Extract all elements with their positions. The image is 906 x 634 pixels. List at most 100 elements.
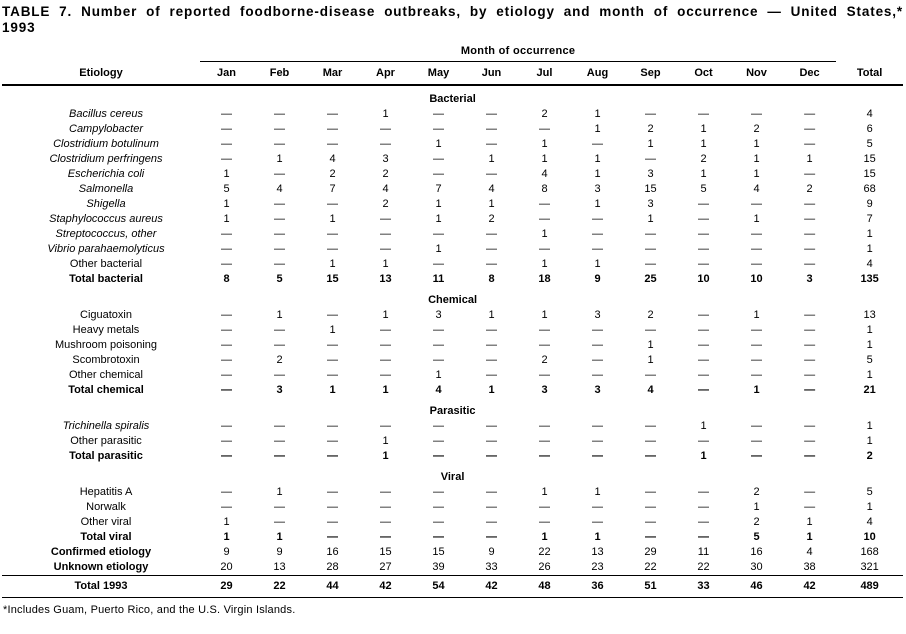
cell-total: 7 bbox=[866, 213, 873, 225]
cell-oct: — bbox=[698, 516, 709, 528]
cell-jun: 1 bbox=[488, 198, 495, 210]
cell-oct: — bbox=[698, 309, 709, 321]
cell-mar: — bbox=[327, 531, 338, 543]
cell-may: 15 bbox=[432, 546, 445, 558]
section-total-row: Total chemical — 3 1 1 4 1 3 3 4 — 1 — 21 bbox=[2, 383, 903, 398]
cell-aug: — bbox=[592, 324, 603, 336]
cell-jun: 9 bbox=[488, 546, 495, 558]
cell-jun: — bbox=[486, 369, 497, 381]
cell-sep: — bbox=[645, 228, 656, 240]
table-row: Other chemical — — — — 1 — — — — — — — 1 bbox=[2, 368, 903, 383]
cell-nov: 1 bbox=[753, 501, 760, 513]
row-label: Scombrotoxin bbox=[72, 354, 140, 366]
cell-feb: 9 bbox=[276, 546, 283, 558]
cell-jun: — bbox=[486, 123, 497, 135]
cell-oct: 1 bbox=[700, 420, 707, 432]
cell-aug: — bbox=[592, 339, 603, 351]
table-row: Hepatitis A — 1 — — — — 1 1 — — 2 — 5 bbox=[2, 485, 903, 500]
cell-oct: — bbox=[698, 339, 709, 351]
section-total-row: Total parasitic — — — 1 — — — — — 1 — — 2 bbox=[2, 449, 903, 464]
cell-dec: — bbox=[804, 354, 816, 366]
section-label: Parasitic bbox=[429, 405, 476, 417]
cell-mar: 1 bbox=[329, 384, 336, 396]
cell-nov: — bbox=[751, 435, 762, 447]
cell-aug: 36 bbox=[571, 575, 624, 598]
cell-aug: — bbox=[592, 369, 603, 381]
cell-jul: 2 bbox=[541, 354, 548, 366]
cell-sep: — bbox=[645, 450, 656, 462]
cell-mar: 28 bbox=[326, 561, 339, 573]
cell-oct: — bbox=[698, 531, 709, 543]
cell-oct: 11 bbox=[697, 546, 710, 558]
section-label: Viral bbox=[440, 471, 465, 483]
row-label: Total 1993 bbox=[2, 575, 200, 598]
cell-apr: 15 bbox=[379, 546, 392, 558]
cell-sep: 25 bbox=[644, 273, 657, 285]
month-column-header-jul: Jul bbox=[518, 61, 571, 86]
cell-mar: 1 bbox=[329, 213, 336, 225]
cell-mar: — bbox=[327, 123, 338, 135]
cell-dec: 42 bbox=[783, 575, 837, 598]
row-label: Hepatitis A bbox=[79, 486, 133, 498]
table-row: Clostridium perfringens — 1 4 3 — 1 1 1 — 2 1 1 15 bbox=[2, 152, 903, 167]
cell-apr: — bbox=[380, 339, 391, 351]
cell-jun: — bbox=[486, 435, 497, 447]
cell-nov: — bbox=[751, 228, 762, 240]
cell-jul: 2 bbox=[541, 108, 548, 120]
cell-dec: — bbox=[804, 501, 816, 513]
cell-may: 54 bbox=[412, 575, 465, 598]
cell-dec: — bbox=[804, 324, 816, 336]
cell-dec: — bbox=[804, 450, 816, 462]
cell-jun: 1 bbox=[488, 384, 495, 396]
total-column-header: Total bbox=[836, 61, 904, 86]
cell-sep: 2 bbox=[647, 309, 654, 321]
month-column-header-jan: Jan bbox=[200, 61, 253, 86]
cell-mar: — bbox=[327, 420, 338, 432]
cell-jun: — bbox=[486, 258, 497, 270]
cell-may: — bbox=[433, 153, 444, 165]
cell-jul: 1 bbox=[541, 309, 548, 321]
cell-jan: — bbox=[221, 108, 232, 120]
row-label: Escherichia coli bbox=[67, 168, 145, 180]
cell-feb: — bbox=[274, 123, 285, 135]
cell-nov: 1 bbox=[753, 138, 760, 150]
table-row: Escherichia coli 1 — 2 2 — — 4 1 3 1 1 — 15 bbox=[2, 167, 903, 182]
cell-jan: — bbox=[221, 369, 232, 381]
cell-jan: — bbox=[221, 420, 232, 432]
cell-may: — bbox=[433, 420, 444, 432]
cell-jan: — bbox=[221, 435, 232, 447]
cell-feb: 13 bbox=[273, 561, 286, 573]
cell-mar: — bbox=[327, 339, 338, 351]
cell-jan: — bbox=[221, 153, 232, 165]
row-label: Trichinella spiralis bbox=[62, 420, 150, 432]
cell-jul: 1 bbox=[541, 228, 548, 240]
cell-dec: — bbox=[804, 168, 816, 180]
cell-may: — bbox=[433, 108, 444, 120]
cell-may: 1 bbox=[435, 198, 442, 210]
cell-nov: 1 bbox=[753, 309, 760, 321]
cell-feb: — bbox=[274, 435, 285, 447]
cell-apr: 2 bbox=[382, 168, 389, 180]
cell-jun: 1 bbox=[488, 309, 495, 321]
month-column-header-oct: Oct bbox=[677, 61, 730, 86]
cell-apr: — bbox=[380, 228, 391, 240]
cell-sep: — bbox=[645, 108, 656, 120]
cell-mar: — bbox=[327, 435, 338, 447]
month-column-header-dec: Dec bbox=[783, 61, 837, 86]
cell-sep: 3 bbox=[647, 168, 654, 180]
cell-jan: — bbox=[221, 486, 232, 498]
cell-nov: 1 bbox=[753, 384, 760, 396]
cell-jun: — bbox=[486, 501, 497, 513]
cell-jul: 1 bbox=[541, 531, 548, 543]
cell-dec: 1 bbox=[806, 516, 813, 528]
cell-aug: 1 bbox=[594, 258, 601, 270]
cell-jun: — bbox=[486, 354, 497, 366]
row-label: Salmonella bbox=[78, 183, 134, 195]
cell-jan: — bbox=[221, 354, 232, 366]
cell-jul: — bbox=[539, 123, 550, 135]
table-row: Norwalk — — — — — — — — — — 1 — 1 bbox=[2, 500, 903, 515]
table-row: Heavy metals — — 1 — — — — — — — — — 1 bbox=[2, 323, 903, 338]
cell-jun: — bbox=[486, 228, 497, 240]
cell-jul: 26 bbox=[538, 561, 551, 573]
cell-oct: — bbox=[698, 501, 709, 513]
